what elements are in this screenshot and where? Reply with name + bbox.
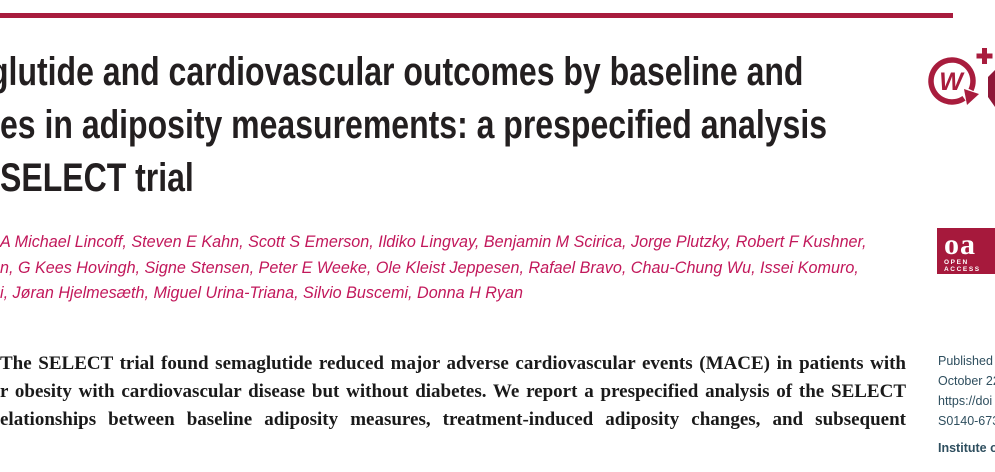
w-circular-arrow-plus-logo-icon: W: [925, 47, 995, 113]
title-line: glutide and cardiovascular outcomes by b…: [0, 50, 804, 94]
svg-text:W: W: [939, 68, 965, 96]
doi-suffix-note: S0140-673: [938, 414, 995, 428]
title-line: es in adiposity measurements: a prespeci…: [0, 103, 828, 147]
author-line: A Michael Lincoff, Steven E Kahn, Scott …: [0, 232, 867, 251]
affiliation-note: Institute o: [938, 441, 995, 455]
summary-paragraph: The SELECT trial found semaglutide reduc…: [0, 350, 906, 434]
open-access-label: OPEN ACCESS: [944, 259, 981, 273]
author-line: i, Jøran Hjelmesæth, Miguel Urina-Triana…: [0, 283, 523, 302]
margin-notes: Published O October 22 https://doi S0140…: [938, 351, 995, 458]
summary-line: r obesity with cardiovascular disease bu…: [0, 381, 906, 402]
page-title: glutide and cardiovascular outcomes by b…: [0, 46, 995, 205]
doi-link[interactable]: https://doi: [938, 394, 993, 408]
open-access-abbr: oa: [944, 228, 976, 261]
published-date-note: October 22: [938, 374, 995, 388]
author-line: n, G Kees Hovingh, Signe Stensen, Peter …: [0, 257, 859, 277]
masthead-rule: [0, 13, 953, 18]
author-list: A Michael Lincoff, Steven E Kahn, Scott …: [0, 229, 912, 306]
summary-line: The SELECT trial found semaglutide reduc…: [0, 353, 906, 374]
open-access-badge: oa OPEN ACCESS: [937, 228, 995, 274]
summary-line: elationships between baseline adiposity …: [0, 409, 906, 430]
title-line: SELECT trial: [0, 156, 194, 200]
published-online-note: Published O: [938, 354, 995, 368]
